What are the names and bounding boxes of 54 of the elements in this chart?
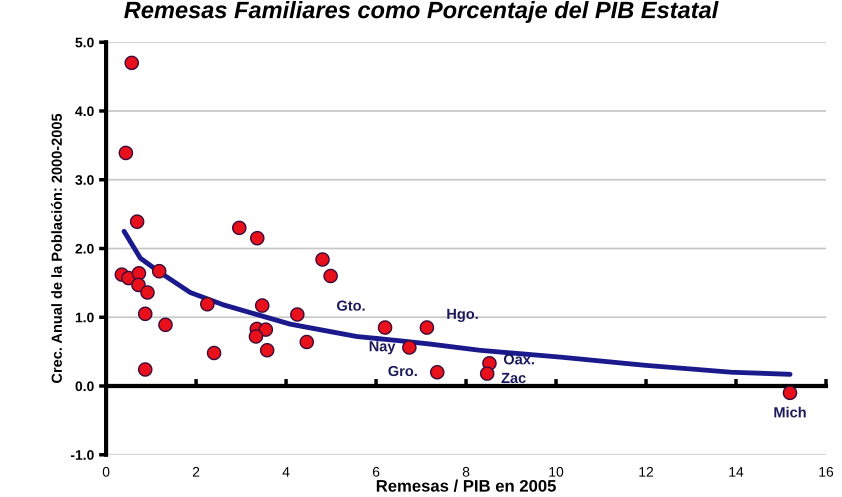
point <box>138 362 153 377</box>
point <box>480 366 494 381</box>
x-tick-label: 4 <box>282 467 290 477</box>
point <box>132 266 146 281</box>
y-axis-title: Crec. Anual de la Población: 2000-2005 <box>51 114 62 383</box>
point <box>118 146 134 160</box>
y-tick-label: 2.0 <box>75 244 94 254</box>
point <box>232 220 247 236</box>
point <box>248 329 264 344</box>
point <box>140 285 155 300</box>
x-tick-label: 2 <box>192 466 200 477</box>
point <box>254 298 270 313</box>
point <box>315 252 330 267</box>
point <box>250 230 265 246</box>
point <box>402 340 417 355</box>
point <box>258 322 274 337</box>
point <box>158 318 173 332</box>
y-tick-label: 4.0 <box>75 106 94 116</box>
x-tick-label: 16 <box>819 466 834 477</box>
x-tick-label: 12 <box>639 466 654 477</box>
x-tick-label: 6 <box>372 466 380 477</box>
x-tick-label: 0 <box>102 466 110 477</box>
point <box>430 364 445 380</box>
point <box>782 386 798 400</box>
point <box>124 56 140 70</box>
x-axis-title: Remesas / PIB en 2005 <box>376 480 556 492</box>
point <box>152 264 166 278</box>
x-tick-label: 10 <box>549 466 564 477</box>
annotation: Gro. <box>388 366 417 376</box>
y-tick-label: 5.0 <box>75 38 94 48</box>
point <box>290 307 305 322</box>
point <box>260 342 274 358</box>
point <box>378 320 392 335</box>
y-tick-label: 0.0 <box>76 381 94 392</box>
annotation: Hgo. <box>447 308 478 322</box>
point <box>299 334 314 350</box>
point <box>131 278 146 292</box>
point <box>138 306 153 322</box>
point <box>323 268 338 284</box>
y-tick-label: -1.0 <box>70 450 94 460</box>
point <box>420 320 434 335</box>
x-tick-label: 8 <box>462 466 470 477</box>
annotation: Nay <box>370 341 396 354</box>
point <box>200 296 215 312</box>
annotation: Zac <box>502 372 526 384</box>
point <box>130 214 144 229</box>
y-tick-label: 3.0 <box>75 175 94 185</box>
chart-title: Remesas Familiares como Porcentaje del PIB Estatal <box>124 0 719 24</box>
point <box>206 346 222 360</box>
annotation: Oax. <box>504 354 534 364</box>
annotation: Gto. <box>337 300 365 311</box>
x-tick-label: 14 <box>729 467 744 477</box>
annotation: Mich <box>774 406 806 418</box>
y-tick-label: 1.0 <box>76 312 94 322</box>
